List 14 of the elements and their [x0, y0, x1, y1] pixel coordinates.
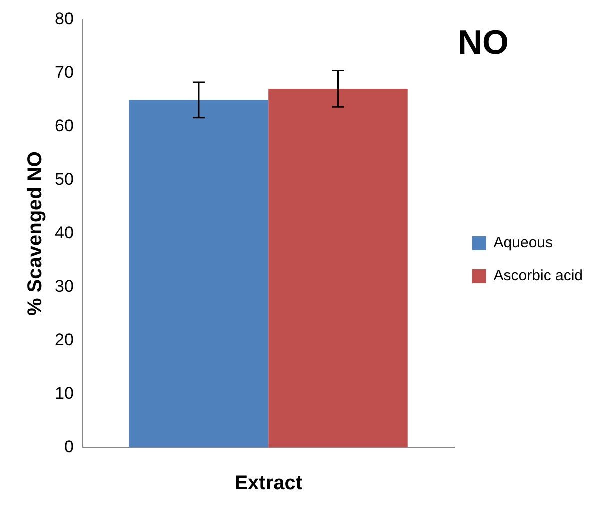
- chart-title: NO: [458, 24, 509, 63]
- y-tick-label: 50: [54, 170, 74, 190]
- x-axis-title: Extract: [234, 472, 303, 495]
- y-tick-label: 70: [54, 63, 74, 82]
- y-tick-label: 10: [54, 384, 74, 403]
- legend-label: Ascorbic acid: [494, 268, 583, 285]
- y-tick-label: 20: [54, 330, 74, 350]
- legend-label: Aqueous: [494, 234, 554, 252]
- y-tick-label: 0: [64, 437, 74, 456]
- y-tick-label: 60: [54, 116, 74, 136]
- y-tick-label: 80: [54, 10, 74, 29]
- y-tick-label: 30: [54, 276, 74, 296]
- y-tick-label: 40: [54, 223, 74, 242]
- y-axis-title: % Scavenged NO: [24, 152, 47, 316]
